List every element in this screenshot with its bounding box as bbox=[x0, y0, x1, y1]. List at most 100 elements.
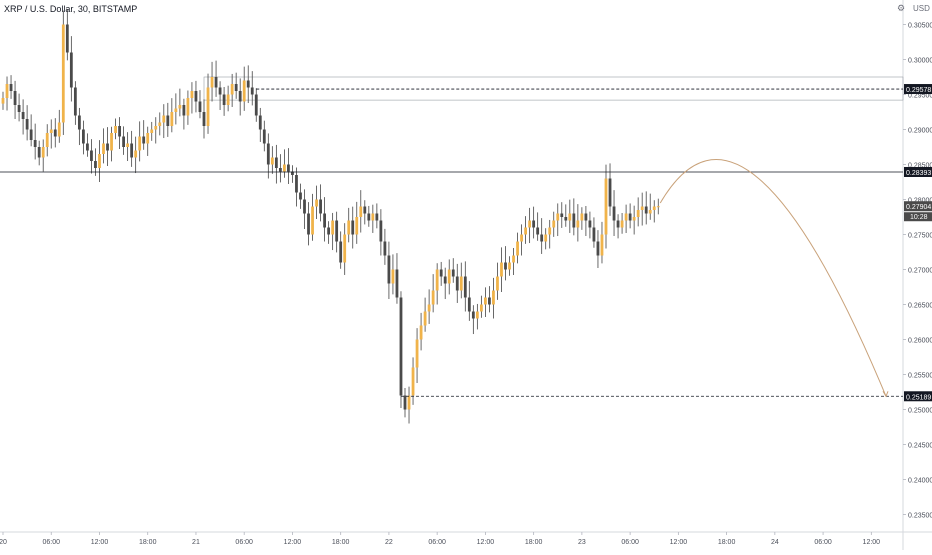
candle bbox=[258, 107, 262, 142]
candle-body bbox=[479, 304, 483, 312]
candle-body bbox=[560, 213, 564, 217]
candle-body bbox=[278, 168, 282, 172]
candle bbox=[496, 262, 499, 300]
candle bbox=[311, 193, 314, 241]
candle bbox=[463, 261, 467, 312]
candle bbox=[516, 232, 519, 264]
candle bbox=[548, 219, 552, 249]
candle-body bbox=[355, 217, 359, 235]
candle-body bbox=[403, 395, 407, 410]
candle-body bbox=[98, 154, 101, 168]
candle bbox=[250, 71, 254, 106]
resistance-dashed-label: 0.29578 bbox=[906, 87, 931, 94]
candle bbox=[86, 133, 89, 157]
candle-body bbox=[512, 255, 515, 263]
arc-arrowhead bbox=[882, 391, 889, 398]
candle bbox=[484, 287, 487, 317]
candles-group bbox=[1, 9, 660, 424]
candle bbox=[274, 144, 278, 184]
candle bbox=[146, 126, 150, 156]
candle-body bbox=[307, 213, 310, 235]
candle-body bbox=[190, 91, 194, 98]
candle bbox=[528, 207, 532, 244]
candle-body bbox=[287, 164, 290, 172]
candle-body bbox=[492, 290, 495, 305]
current-price-label: 0.27904 bbox=[906, 204, 931, 211]
candle-body bbox=[516, 241, 519, 256]
candle-body bbox=[299, 192, 302, 200]
candle bbox=[596, 230, 600, 268]
candle bbox=[347, 207, 351, 243]
candle-body bbox=[323, 213, 326, 228]
candle bbox=[106, 127, 109, 167]
candle bbox=[423, 297, 427, 332]
candle-body bbox=[475, 311, 479, 319]
candle-body bbox=[126, 143, 130, 147]
candle bbox=[126, 132, 130, 161]
candle-body bbox=[65, 24, 69, 53]
candle-body bbox=[198, 101, 202, 112]
candle bbox=[624, 204, 628, 233]
candle-body bbox=[246, 80, 250, 88]
candle-body bbox=[612, 206, 616, 221]
candle bbox=[500, 247, 503, 293]
candle-body bbox=[283, 164, 286, 172]
candle-body bbox=[222, 94, 226, 105]
candle bbox=[628, 203, 632, 229]
candle-body bbox=[142, 136, 146, 144]
candle bbox=[218, 81, 222, 111]
y-tick-label: 0.28000 bbox=[908, 198, 932, 205]
candle-body bbox=[134, 150, 138, 158]
candle bbox=[214, 60, 218, 97]
candle-body bbox=[636, 210, 640, 217]
candle-body bbox=[592, 227, 596, 242]
candle bbox=[21, 99, 25, 135]
candle bbox=[266, 133, 270, 179]
candle bbox=[270, 146, 274, 174]
x-tick-label: 21 bbox=[192, 539, 200, 546]
candle bbox=[592, 217, 596, 248]
candle bbox=[150, 121, 154, 141]
candle-body bbox=[415, 339, 419, 368]
candle bbox=[110, 126, 113, 162]
candle-body bbox=[9, 84, 13, 91]
candle-body bbox=[206, 87, 210, 126]
candle-body bbox=[218, 87, 222, 95]
candle bbox=[33, 123, 37, 160]
candle bbox=[411, 357, 415, 405]
candle bbox=[303, 189, 306, 230]
candle-body bbox=[580, 213, 584, 221]
candle-body bbox=[443, 276, 447, 284]
candle bbox=[375, 203, 379, 229]
candle bbox=[632, 205, 636, 235]
candle-body bbox=[77, 115, 81, 130]
candle-body bbox=[532, 220, 536, 228]
y-tick-label: 0.30000 bbox=[908, 58, 932, 65]
candle bbox=[616, 214, 620, 239]
candle bbox=[210, 61, 214, 102]
x-tick-label: 18:00 bbox=[139, 539, 157, 546]
candle-body bbox=[488, 297, 491, 305]
x-tick-label: 18:00 bbox=[525, 539, 543, 546]
candle-body bbox=[162, 115, 166, 123]
candle-body bbox=[303, 199, 306, 214]
candle bbox=[17, 93, 21, 122]
y-tick-label: 0.25000 bbox=[908, 408, 932, 415]
candle bbox=[287, 148, 290, 184]
candle-body bbox=[327, 227, 331, 235]
candle-body bbox=[238, 91, 242, 102]
y-tick-label: 0.26500 bbox=[908, 303, 932, 310]
candle-body bbox=[295, 175, 298, 193]
candle bbox=[49, 119, 53, 149]
settings-icon[interactable]: ⚙ bbox=[897, 3, 906, 13]
candle-body bbox=[447, 269, 451, 284]
candle bbox=[82, 120, 85, 155]
candle bbox=[371, 204, 375, 233]
projection-arc bbox=[659, 159, 889, 398]
candle-body bbox=[484, 297, 487, 305]
candle bbox=[552, 211, 556, 237]
candle bbox=[170, 98, 174, 133]
candle-body bbox=[158, 122, 162, 126]
candle-body bbox=[395, 269, 399, 298]
